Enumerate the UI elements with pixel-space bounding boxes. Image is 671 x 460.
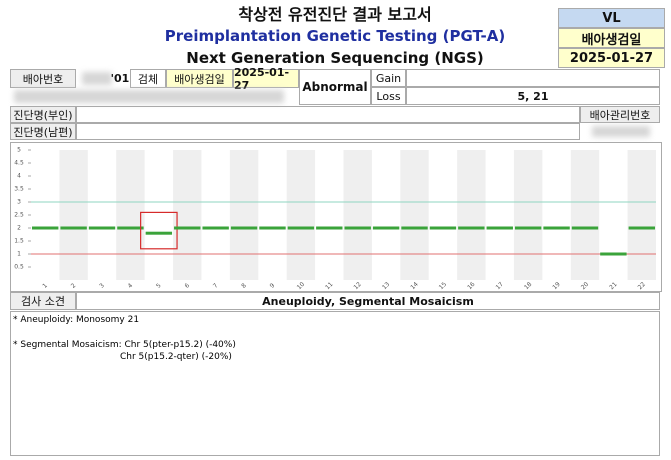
note: * Aneuploidy: Monosomy 21 (13, 315, 140, 325)
copy-number-segment (628, 226, 655, 230)
x-tick-label: 19 (551, 281, 561, 291)
copy-number-segment (202, 226, 229, 230)
x-tick-label: 10 (296, 281, 306, 291)
diag-wife (76, 106, 580, 123)
copy-number-segment (401, 226, 428, 230)
copy-number-segment (145, 231, 173, 235)
findings-summary: Aneuploidy, Segmental Mosaicism (76, 292, 660, 310)
y-tick-label: 3.5 (14, 186, 24, 193)
title: 착상전 유전진단 결과 보고서 (238, 5, 432, 24)
y-tick-label: 0.5 (14, 264, 24, 271)
y-tick-label: 1.5 (14, 238, 24, 245)
copy-number-segment (344, 226, 371, 230)
y-tick-label: 5 (17, 147, 21, 154)
diag-wife-label: 진단명(부인) (10, 106, 76, 123)
copy-number-segment (60, 226, 87, 230)
copy-number-segment (88, 226, 116, 230)
x-tick-label: 21 (608, 281, 618, 291)
gain-label: Gain (371, 69, 406, 87)
copy-number-segment (486, 226, 513, 230)
copy-number-segment (372, 226, 400, 230)
x-tick-label: 12 (353, 281, 363, 291)
loss: 5, 21 (406, 87, 660, 105)
x-tick-label: 11 (324, 281, 334, 291)
subtitle: Preimplantation Genetic Testing (PGT-A) (164, 27, 506, 45)
x-tick-label: 2 (70, 282, 78, 290)
x-tick-label: 6 (183, 282, 191, 290)
chrom-band (343, 150, 372, 280)
y-tick-label: 4 (17, 173, 21, 180)
copy-number-segment (458, 226, 485, 230)
copy-number-segment (600, 252, 627, 256)
side-label: 배아생검일 (558, 28, 665, 48)
x-tick-label: 20 (580, 281, 590, 291)
x-tick-label: 16 (466, 281, 476, 291)
result: Abnormal (299, 69, 371, 105)
x-tick-label: 4 (127, 282, 135, 290)
x-tick-label: 15 (438, 281, 448, 291)
y-tick-label: 2 (17, 225, 21, 232)
chrom-band (116, 150, 145, 280)
x-tick-label: 17 (495, 281, 505, 291)
x-tick-label: 1 (41, 282, 49, 290)
embryo-no-label: 배아번호 (10, 69, 76, 88)
copy-number-segment (230, 226, 258, 230)
chrom-band (286, 150, 316, 280)
chrom-band (627, 150, 656, 280)
x-tick-label: 13 (381, 281, 391, 291)
copy-number-segment (571, 226, 599, 230)
highlight-box (140, 211, 178, 250)
embryo-no: '01 (110, 72, 130, 85)
x-tick-label: 7 (212, 282, 220, 290)
copy-number-segment (429, 226, 457, 230)
chrom-band (173, 150, 202, 280)
note: Chr 5(p15.2-qter) (-20%) (120, 352, 232, 362)
x-tick-label: 14 (409, 281, 419, 291)
copy-number-segment (514, 226, 542, 230)
mgmt-label: 배아관리번호 (580, 106, 660, 123)
chrom-band (513, 150, 543, 280)
method: Next Generation Sequencing (NGS) (186, 49, 484, 67)
x-tick-label: 22 (637, 281, 647, 291)
specimen: 배아생검일 (166, 69, 233, 88)
copy-number-segment (174, 226, 201, 230)
x-tick-label: 18 (523, 281, 533, 291)
blur (592, 126, 650, 137)
y-tick-label: 4.5 (14, 160, 24, 167)
y-tick-label: 3 (17, 199, 21, 206)
findings-label: 검사 소견 (10, 292, 76, 310)
copy-number-segment (259, 226, 286, 230)
copy-number-segment (117, 226, 144, 230)
copy-number-segment (32, 226, 59, 230)
specimen-label: 검체 (130, 69, 166, 88)
chart: 0.511.522.533.544.551 2 3 4 5 6 7 8 9 10 11 12 13 14 1… (10, 142, 662, 292)
chrom-band (229, 150, 259, 280)
chrom-band (457, 150, 486, 280)
y-tick-label: 2.5 (14, 212, 24, 219)
x-tick-label: 9 (269, 282, 277, 290)
x-tick-label: 8 (240, 282, 248, 290)
gain-cell (406, 69, 660, 87)
loss-label: Loss (371, 87, 406, 105)
x-tick-label: 3 (98, 282, 106, 290)
diag-husband (76, 123, 580, 140)
blur (14, 90, 284, 103)
chrom-band (59, 150, 88, 280)
note: * Segmental Mosaicism: Chr 5(pter-p15.2)… (13, 340, 236, 350)
chrom-band (570, 150, 600, 280)
y-tick-label: 1 (17, 251, 21, 258)
side-date: 2025-01-27 (558, 48, 665, 68)
chrom-band (400, 150, 429, 280)
blur (82, 72, 112, 85)
copy-number-segment (287, 226, 315, 230)
copy-number-segment (543, 226, 570, 230)
x-tick-label: 5 (155, 282, 163, 290)
side-code: VL (558, 8, 665, 28)
notes-box (10, 311, 660, 456)
diag-husband-label: 진단명(남편) (10, 123, 76, 140)
specimen-date: 2025-01-27 (233, 66, 299, 92)
copy-number-segment (316, 226, 343, 230)
